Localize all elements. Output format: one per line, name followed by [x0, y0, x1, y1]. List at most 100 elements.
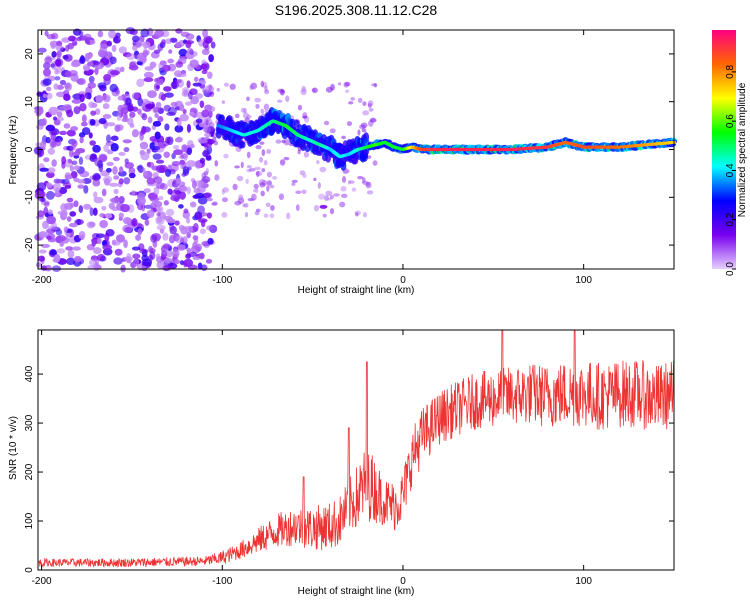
- spectrogram-cell: [266, 180, 272, 186]
- spectrogram-cell: [186, 123, 192, 133]
- spectrogram-cell: [329, 128, 336, 134]
- spectrogram-cell: [205, 155, 212, 161]
- spectrogram-cell: [239, 141, 246, 149]
- spectrogram-cell: [120, 203, 130, 213]
- spectrogram-cell: [165, 208, 175, 217]
- spectrogram-cell: [198, 180, 205, 188]
- spectrogram-cell: [297, 104, 303, 111]
- spectrogram-cell: [65, 44, 70, 52]
- spectrogram-cell: [113, 257, 123, 265]
- spectrogram-cell: [94, 67, 99, 76]
- spectrogram-cell: [269, 213, 275, 219]
- spectrogram-cell: [242, 112, 249, 119]
- spectrogram-cell: [139, 141, 149, 150]
- spectrogram-cell: [108, 202, 115, 210]
- spectrogram-cell: [179, 104, 185, 112]
- spectrogram-cell: [132, 35, 140, 43]
- spectrogram-cell: [99, 84, 107, 92]
- spectrogram-cell: [114, 124, 121, 132]
- spectrogram-cell: [36, 124, 44, 130]
- spectrogram-cell: [108, 29, 116, 39]
- spectrogram-cell: [186, 147, 193, 156]
- spectrogram-cell: [192, 82, 202, 87]
- spectrogram-cell: [63, 123, 71, 129]
- spectrogram-cell: [156, 253, 161, 261]
- spectrogram-cell: [272, 175, 278, 180]
- spectrogram-cell: [66, 216, 72, 222]
- spectrogram-cell: [51, 51, 57, 58]
- spectrogram-cell: [186, 231, 191, 239]
- spectrogram-cell: [223, 153, 229, 159]
- spectrogram-cell: [205, 258, 213, 264]
- spectrogram-cell: [99, 154, 108, 163]
- spectrogram-cell: [37, 210, 45, 218]
- spectrogram-cell: [355, 212, 359, 217]
- spectrogram-cell: [176, 244, 186, 251]
- spectrogram-cell: [52, 116, 58, 121]
- spectrogram-cell: [40, 197, 46, 203]
- spectrogram-cell: [157, 141, 164, 148]
- spectrogram-cell: [194, 93, 204, 99]
- spectrogram-cell: [183, 152, 188, 161]
- spectrogram-cell: [119, 166, 124, 173]
- spectrogram-cell: [86, 221, 96, 229]
- spectrogram-cell: [174, 259, 180, 265]
- spectrogram-cell: [147, 90, 157, 98]
- spectrogram-cell: [240, 161, 244, 169]
- spectrogram-cell: [95, 233, 105, 239]
- spectrogram-cell: [157, 78, 164, 85]
- spectrogram-cell: [127, 104, 134, 112]
- spectrogram-cell: [202, 212, 209, 217]
- spectrogram-cell: [90, 110, 97, 116]
- spectrogram-cell: [128, 167, 136, 175]
- snr-series-line: [38, 330, 674, 568]
- spectrogram-cell: [45, 124, 56, 132]
- spectrogram-cell: [83, 65, 91, 72]
- spectrogram-cell: [49, 249, 57, 256]
- spectrogram-cell: [207, 237, 214, 245]
- spectrogram-cell: [77, 184, 85, 189]
- spectrogram-cell: [117, 95, 124, 101]
- spectrogram-cell: [206, 225, 214, 231]
- spectrogram-cell: [277, 99, 283, 103]
- spectrogram-cell: [162, 265, 171, 272]
- spectrogram-cell: [106, 149, 114, 155]
- spectrogram-cell: [44, 30, 49, 37]
- spectrogram-cell: [187, 91, 193, 100]
- spectrogram-cell: [63, 226, 68, 233]
- spectrogram-cell: [54, 76, 61, 81]
- spectrogram-cell: [322, 213, 327, 218]
- spectrogram-cell: [199, 252, 205, 260]
- spectrogram-cell: [212, 136, 217, 143]
- spectrogram-cell: [39, 191, 46, 198]
- spectrogram-cell: [99, 43, 109, 50]
- spectrogram-cell: [186, 186, 191, 195]
- spectrogram-cell: [120, 107, 129, 115]
- spectrogram-cell: [158, 196, 164, 201]
- spectrogram-cell: [250, 193, 257, 201]
- spectrogram-cell: [174, 220, 180, 226]
- spectrogram-cell: [254, 97, 262, 103]
- snr-y-ticks: 0 100 200 300 400: [24, 365, 674, 573]
- spectrogram-cell: [73, 165, 80, 171]
- spectrogram-cell: [246, 165, 252, 169]
- spectrogram-cell: [150, 234, 158, 243]
- spectrogram-cell: [143, 77, 154, 83]
- spectrogram-cell: [200, 264, 208, 272]
- spectrogram-cell: [80, 121, 88, 127]
- spectrogram-cells: [33, 27, 677, 273]
- spectrogram-cell: [45, 182, 53, 188]
- spectrogram-cell: [137, 108, 142, 115]
- spectrogram-cell: [175, 61, 184, 68]
- spectrogram-cell: [260, 190, 265, 197]
- spectrogram-cell: [127, 117, 134, 126]
- spectrogram-cell: [232, 183, 238, 191]
- spectrogram-cell: [357, 175, 364, 180]
- spectrogram-cell: [118, 212, 124, 219]
- spectrogram-cell: [126, 253, 132, 261]
- spectrogram-cell: [51, 159, 57, 167]
- spectrogram-cell: [55, 187, 60, 197]
- spectrogram-cell: [72, 246, 81, 251]
- spectrogram-cell: [165, 250, 174, 258]
- spectrogram-cell: [62, 103, 72, 111]
